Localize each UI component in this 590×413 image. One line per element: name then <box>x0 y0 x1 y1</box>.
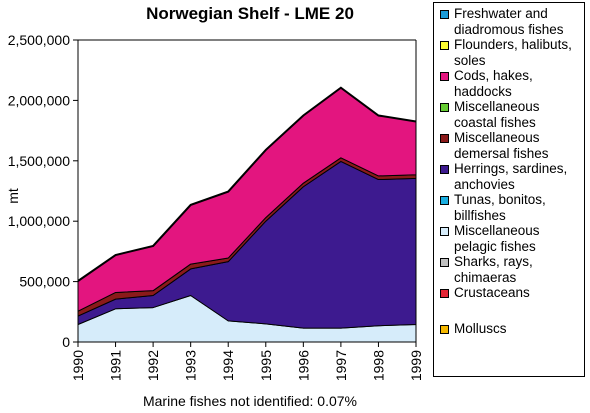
x-tick-label: 1990 <box>70 350 86 381</box>
x-tick-label: 1994 <box>220 350 236 381</box>
legend-swatch <box>440 227 449 236</box>
y-tick-label: 500,000 <box>19 274 70 290</box>
legend-label: Freshwater and diadromous fishes <box>454 6 564 37</box>
x-tick-label: 1996 <box>295 350 311 381</box>
legend-label: Miscellaneous coastal fishes <box>454 99 540 130</box>
legend-label: Miscellaneous demersal fishes <box>454 130 549 161</box>
x-tick-label: 1999 <box>408 350 424 381</box>
legend: Freshwater and diadromous fishes Flounder… <box>433 2 585 377</box>
x-tick-label: 1998 <box>370 350 386 381</box>
legend-swatch <box>440 134 449 143</box>
x-tick-label: 1995 <box>258 350 274 381</box>
area-layers <box>77 86 417 343</box>
x-tick-label: 1997 <box>333 350 349 381</box>
legend-label: Molluscs <box>454 321 507 336</box>
legend-swatch <box>440 325 449 334</box>
footnote: Marine fishes not identified: 0.07% <box>142 393 357 409</box>
y-tick-label: 1,000,000 <box>8 213 70 229</box>
legend-swatch <box>440 103 449 112</box>
chart-title: Norwegian Shelf - LME 20 <box>146 4 354 23</box>
legend-swatch <box>440 289 449 298</box>
y-axis-label: mt <box>5 188 21 204</box>
y-tick-label: 2,000,000 <box>8 92 70 108</box>
x-tick-label: 1992 <box>145 350 161 381</box>
x-axis-ticks: 1990 1991 1992 1993 1994 1995 1996 1997 1998 1999 <box>70 342 424 381</box>
axes <box>77 39 417 343</box>
legend-label: Miscellaneous pelagic fishes <box>454 223 540 254</box>
y-tick-label: 2,500,000 <box>8 32 70 48</box>
y-tick-label: 0 <box>62 334 70 350</box>
y-tick-label: 1,500,000 <box>8 153 70 169</box>
legend-label: Tunas, bonitos, billfishes <box>454 192 546 223</box>
legend-swatch <box>440 41 449 50</box>
legend-swatch <box>440 10 449 19</box>
legend-swatch <box>440 258 449 267</box>
legend-swatch <box>440 196 449 205</box>
legend-swatch <box>440 165 449 174</box>
legend-label: Herrings, sardines, anchovies <box>454 161 568 192</box>
total-outline <box>77 86 417 282</box>
legend-label: Cods, hakes, haddocks <box>454 68 533 99</box>
legend-label: Flounders, halibuts, soles <box>454 37 572 68</box>
legend-label: Crustaceans <box>454 285 530 300</box>
y-axis-ticks: 0 500,000 1,000,000 1,500,000 2,000,000 2,500… <box>8 32 78 350</box>
x-tick-label: 1993 <box>183 350 199 381</box>
legend-label: Sharks, rays, chimaeras <box>454 254 533 285</box>
x-tick-label: 1991 <box>108 350 124 381</box>
legend-swatch <box>440 72 449 81</box>
